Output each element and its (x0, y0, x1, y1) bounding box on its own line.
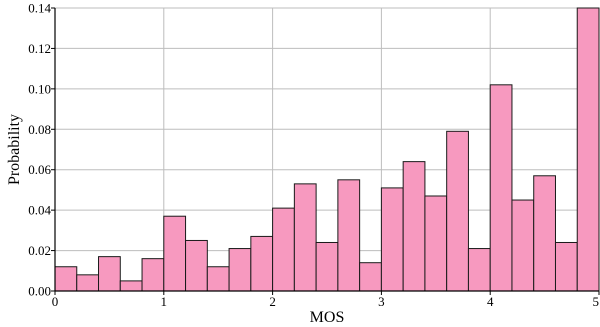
y-tick-label: 0.08 (28, 122, 51, 137)
y-tick-label: 0.14 (28, 1, 51, 16)
histogram-bar-22 (533, 175, 556, 292)
y-axis-title: Probability (6, 114, 23, 185)
histogram-bar-23 (554, 241, 578, 292)
histogram-bar-1 (76, 274, 100, 292)
histogram-bar-13 (337, 179, 361, 292)
histogram-bar-2 (98, 256, 121, 292)
histogram-bar-9 (250, 235, 274, 292)
x-tick-label: 4 (487, 294, 494, 309)
histogram-bar-11 (293, 183, 317, 292)
histogram-bar-7 (206, 266, 230, 292)
histogram-bar-19 (467, 248, 491, 292)
x-tick-label: 0 (52, 294, 59, 309)
y-tick-label: 0.12 (28, 41, 51, 56)
histogram-bar-15 (380, 187, 404, 292)
histogram-bar-4 (141, 258, 165, 292)
y-tick-label: 0.06 (28, 162, 51, 177)
y-tick-label: 0.04 (28, 203, 51, 218)
x-tick-label: 5 (593, 294, 600, 309)
histogram-bar-5 (163, 215, 187, 292)
y-tick-label: 0.02 (28, 243, 51, 258)
histogram-bar-16 (402, 161, 426, 292)
x-tick-label: 3 (378, 294, 385, 309)
axes (51, 7, 600, 295)
histogram-bar-10 (272, 207, 295, 292)
histogram-bar-8 (228, 248, 252, 292)
y-tick-label: 0.00 (28, 284, 51, 299)
x-tick-label: 2 (269, 294, 276, 309)
histogram-bar-6 (185, 239, 208, 292)
histogram-bar-17 (424, 195, 448, 292)
histogram-bar-0 (54, 266, 78, 292)
tick-labels: 0 1 2 3 4 5 0.00 0.02 0.04 0.06 0.08 0.10 0.12 0.14 (28, 1, 599, 310)
y-tick-label: 0.10 (28, 81, 51, 96)
histogram-bar-18 (446, 130, 469, 292)
histogram-bar-12 (315, 241, 339, 292)
histogram-bar-14 (359, 262, 382, 292)
x-axis-title: MOS (310, 309, 345, 326)
histogram-bar-3 (119, 280, 143, 292)
histogram-bar-21 (511, 199, 535, 292)
x-tick-label: 1 (161, 294, 168, 309)
histogram-bar-20 (489, 84, 513, 292)
histogram-bar-24 (576, 7, 600, 292)
histogram-bars (54, 7, 600, 292)
